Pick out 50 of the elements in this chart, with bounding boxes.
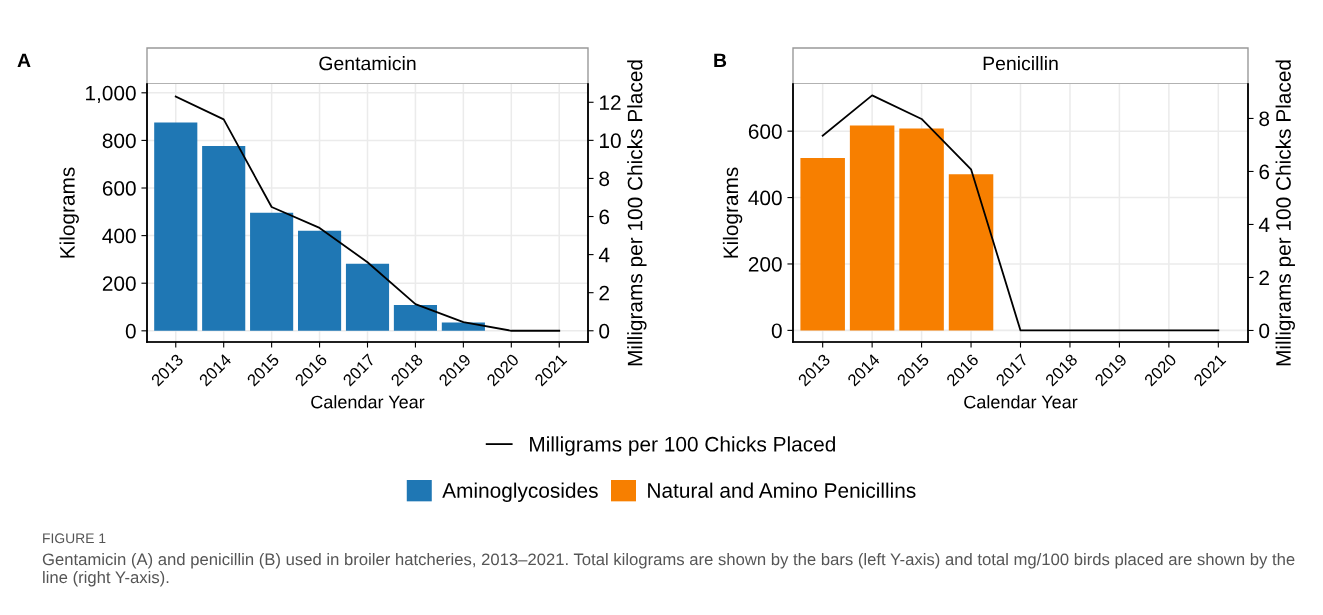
caption: FIGURE 1 [43, 533, 106, 544]
legend-label: Aminoglycosides [442, 482, 598, 503]
bar [800, 158, 845, 331]
bar [899, 128, 944, 331]
chart-title: Penicillin [983, 56, 1058, 71]
y-tick-label: 0 [771, 323, 782, 339]
y2-tick-label: 4 [1258, 217, 1270, 233]
y2-tick-label: 2 [1259, 270, 1269, 286]
y2-tick-label: 0 [1259, 323, 1270, 339]
y-tick-label: 1,000 [86, 85, 136, 104]
y-tick-label: 600 [102, 181, 136, 196]
text: A [17, 53, 31, 68]
y-tick-label: 600 [748, 124, 782, 139]
y-tick-label: 800 [102, 133, 136, 149]
y2-axis-title: Milligrams per 100 Chicks Placed [1275, 60, 1295, 366]
bar [297, 230, 342, 331]
y2-tick-label: 8 [599, 171, 610, 187]
y-tick-label: 200 [102, 276, 136, 291]
text: B [714, 53, 727, 68]
bar [948, 174, 994, 331]
y-tick-label: 400 [102, 228, 136, 244]
y2-tick-label: 8 [1259, 111, 1270, 127]
y2-tick-label: 4 [598, 247, 610, 263]
bar [250, 212, 294, 331]
y2-tick-label: 10 [600, 133, 621, 149]
y2-tick-label: 2 [599, 285, 609, 301]
y2-axis-title: Milligrams per 100 Chicks Placed [627, 60, 647, 366]
legend-label: Milligrams per 100 Chicks Placed [530, 436, 835, 456]
y-axis-title: Kilograms [722, 167, 743, 258]
bar [202, 146, 246, 331]
bar [154, 122, 198, 331]
y2-tick-label: 6 [1259, 164, 1270, 180]
x-axis-title: Calendar Year [311, 395, 425, 409]
chart-title: Gentamicin [319, 56, 416, 71]
y-axis-title: Kilograms [59, 167, 79, 258]
bar [441, 322, 485, 331]
line-series [821, 94, 1220, 332]
y2-tick-label: 6 [599, 209, 610, 225]
bar [393, 305, 438, 331]
y-tick-label: 0 [125, 323, 136, 339]
line-series [174, 95, 561, 332]
y-tick-label: 200 [748, 256, 782, 272]
legend-label: Natural and Amino Penicillins [648, 482, 916, 498]
x-axis-title: Calendar Year [964, 395, 1078, 409]
y-tick-label: 400 [748, 190, 782, 206]
text: Gentamicin (A) and penicillin (B) used in broiler hatcheries, 2013–2021. Total kilograms are shown by the bars (left Y-axis) and total mg/100 birds placed are shown by the line (right Y-axis). [42, 553, 1295, 587]
y2-tick-label: 12 [600, 95, 621, 110]
bar [345, 263, 390, 331]
y2-tick-label: 0 [599, 323, 610, 339]
bar [849, 125, 895, 331]
